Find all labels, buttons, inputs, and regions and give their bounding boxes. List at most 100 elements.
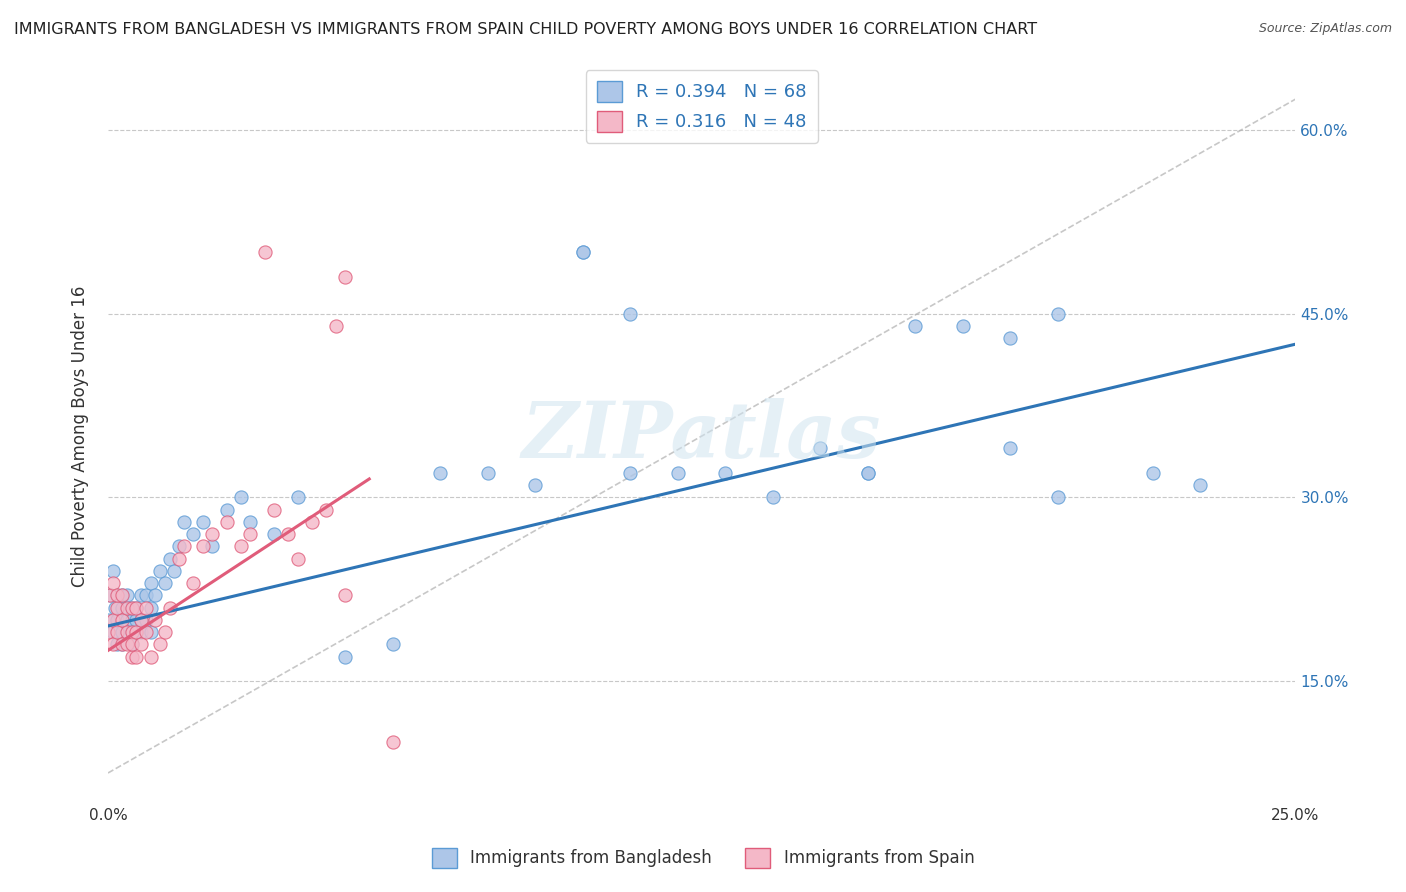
Point — [97, 625, 120, 640]
Point — [619, 307, 641, 321]
Point — [762, 491, 785, 505]
Point — [429, 466, 451, 480]
Point — [101, 576, 124, 591]
Point — [98, 588, 121, 602]
Point — [215, 502, 238, 516]
Point — [1046, 491, 1069, 505]
Point — [115, 613, 138, 627]
Point — [139, 600, 162, 615]
Point — [666, 466, 689, 480]
Point — [111, 588, 134, 602]
Point — [382, 637, 405, 651]
Point — [952, 318, 974, 333]
Point — [173, 515, 195, 529]
Point — [125, 613, 148, 627]
Point — [111, 637, 134, 651]
Point — [572, 245, 595, 260]
Point — [111, 600, 134, 615]
Point — [1046, 307, 1069, 321]
Point — [159, 551, 181, 566]
Point — [115, 625, 138, 640]
Point — [287, 551, 309, 566]
Point — [167, 551, 190, 566]
Point — [149, 564, 172, 578]
Point — [121, 600, 143, 615]
Point — [382, 735, 405, 749]
Point — [139, 576, 162, 591]
Point — [215, 515, 238, 529]
Point — [121, 637, 143, 651]
Point — [1142, 466, 1164, 480]
Point — [714, 466, 737, 480]
Point — [572, 245, 595, 260]
Point — [325, 318, 347, 333]
Point — [111, 637, 134, 651]
Point — [301, 515, 323, 529]
Point — [201, 539, 224, 553]
Legend: Immigrants from Bangladesh, Immigrants from Spain: Immigrants from Bangladesh, Immigrants f… — [425, 841, 981, 875]
Point — [277, 527, 299, 541]
Point — [287, 491, 309, 505]
Point — [101, 637, 124, 651]
Point — [121, 613, 143, 627]
Point — [125, 600, 148, 615]
Point — [477, 466, 499, 480]
Point — [104, 600, 127, 615]
Point — [145, 613, 167, 627]
Point — [107, 613, 129, 627]
Point — [115, 637, 138, 651]
Point — [524, 478, 547, 492]
Point — [239, 527, 262, 541]
Point — [101, 564, 124, 578]
Point — [145, 588, 167, 602]
Point — [239, 515, 262, 529]
Point — [121, 637, 143, 651]
Point — [98, 588, 121, 602]
Point — [183, 527, 205, 541]
Point — [135, 613, 157, 627]
Point — [1000, 331, 1022, 345]
Point — [115, 588, 138, 602]
Point — [121, 625, 143, 640]
Point — [135, 625, 157, 640]
Point — [129, 637, 152, 651]
Point — [139, 625, 162, 640]
Point — [159, 600, 181, 615]
Legend: R = 0.394   N = 68, R = 0.316   N = 48: R = 0.394 N = 68, R = 0.316 N = 48 — [586, 70, 818, 143]
Point — [1000, 442, 1022, 456]
Point — [153, 576, 176, 591]
Point — [115, 600, 138, 615]
Point — [619, 466, 641, 480]
Point — [149, 637, 172, 651]
Point — [135, 600, 157, 615]
Point — [107, 600, 129, 615]
Point — [263, 527, 285, 541]
Point — [191, 539, 214, 553]
Point — [135, 588, 157, 602]
Point — [183, 576, 205, 591]
Point — [163, 564, 186, 578]
Point — [101, 613, 124, 627]
Point — [1189, 478, 1212, 492]
Point — [107, 588, 129, 602]
Point — [121, 625, 143, 640]
Point — [111, 588, 134, 602]
Point — [129, 625, 152, 640]
Point — [191, 515, 214, 529]
Point — [335, 649, 357, 664]
Point — [229, 539, 252, 553]
Point — [173, 539, 195, 553]
Point — [107, 588, 129, 602]
Point — [125, 649, 148, 664]
Point — [111, 613, 134, 627]
Point — [229, 491, 252, 505]
Point — [111, 625, 134, 640]
Point — [139, 649, 162, 664]
Point — [335, 588, 357, 602]
Point — [263, 502, 285, 516]
Point — [107, 625, 129, 640]
Point — [129, 613, 152, 627]
Text: Source: ZipAtlas.com: Source: ZipAtlas.com — [1258, 22, 1392, 36]
Point — [153, 625, 176, 640]
Point — [253, 245, 276, 260]
